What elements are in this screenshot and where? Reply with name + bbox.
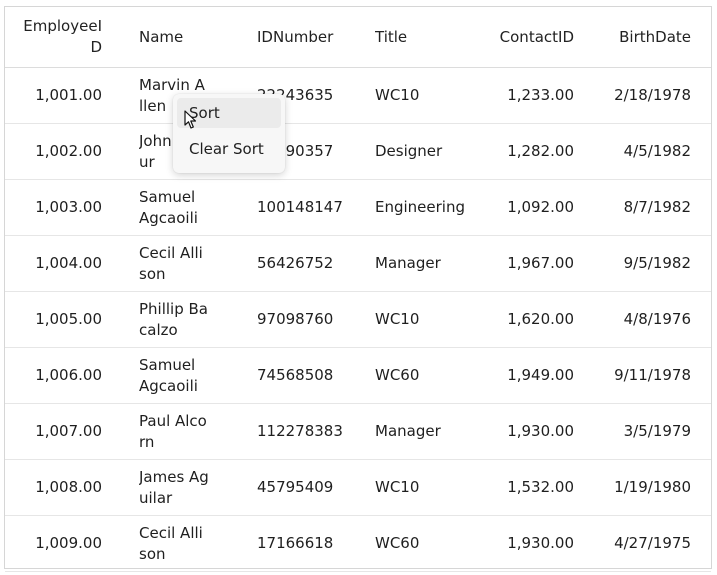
cell-name[interactable]: Marvin Allen [139, 75, 205, 115]
cell-contactid[interactable]: 1,233.00 [507, 86, 574, 104]
cell-name[interactable]: Paul Alcorn [139, 411, 207, 451]
cell-name[interactable]: Cecil Allison [139, 243, 203, 283]
column-header-name[interactable]: Name [139, 27, 184, 46]
table-row[interactable]: 1,005.00 Phillip Bacalzo 97098760 WC10 1,620… [5, 292, 711, 348]
data-grid[interactable]: EmployeeID Name IDNumber Title ContactID… [4, 6, 712, 572]
cell-birthdate[interactable]: 9/5/1982 [623, 254, 691, 272]
cell-title[interactable]: WC10 [375, 478, 420, 496]
cell-idnumber[interactable]: 56426752 [257, 254, 334, 272]
cell-title[interactable]: Designer [375, 142, 443, 160]
cell-employeeid[interactable]: 1,009.00 [35, 534, 102, 552]
cell-name[interactable]: Samuel Agcaoili [139, 187, 198, 227]
cell-employeeid[interactable]: 1,006.00 [35, 366, 102, 384]
column-header-title[interactable]: Title [375, 27, 408, 46]
table-row[interactable]: 1,006.00 Samuel Agcaoili 74568508 WC60 1,949… [5, 348, 711, 404]
cell-idnumber[interactable]: 45795409 [257, 478, 334, 496]
cell-birthdate[interactable]: 4/27/1975 [614, 534, 691, 552]
table-row[interactable]: 1,008.00 James Aguilar 45795409 WC10 1,532.0… [5, 460, 711, 516]
cell-contactid[interactable]: 1,620.00 [507, 310, 574, 328]
cell-idnumber[interactable]: 100148147 [257, 198, 343, 216]
cell-birthdate[interactable]: 9/11/1978 [614, 366, 691, 384]
cell-birthdate[interactable]: 4/8/1976 [623, 310, 691, 328]
cell-employeeid[interactable]: 1,007.00 [35, 422, 102, 440]
table-row[interactable]: 1,003.00 Samuel Agcaoili 100148147 Engineer… [5, 180, 711, 236]
column-header-employeeid[interactable]: EmployeeID [23, 17, 102, 56]
cell-name[interactable]: Phillip Bacalzo [139, 299, 208, 339]
cell-employeeid[interactable]: 1,008.00 [35, 478, 102, 496]
cell-contactid[interactable]: 1,282.00 [507, 142, 574, 160]
cell-contactid[interactable]: 1,967.00 [507, 254, 574, 272]
cell-employeeid[interactable]: 1,003.00 [35, 198, 102, 216]
context-menu-sort[interactable]: Sort [177, 98, 281, 128]
table-row[interactable]: 1,004.00 Cecil Allison 56426752 Manager 1,96… [5, 236, 711, 292]
cell-employeeid[interactable]: 1,001.00 [35, 86, 102, 104]
cell-birthdate[interactable]: 8/7/1982 [623, 198, 691, 216]
cell-idnumber[interactable]: 74568508 [257, 366, 334, 384]
table-row[interactable]: 1,001.00 Marvin Allen 22243635 WC10 1,233.00… [5, 68, 711, 124]
cell-contactid[interactable]: 1,092.00 [507, 198, 574, 216]
cell-title[interactable]: WC10 [375, 86, 420, 104]
cell-idnumber[interactable]: 97098760 [257, 310, 334, 328]
mouse-pointer-icon [184, 110, 197, 129]
context-menu: Sort Clear Sort [173, 94, 285, 173]
table-row[interactable]: 1,009.00 Cecil Allison 17166618 WC60 1,930.0… [5, 516, 711, 572]
context-menu-clear-sort[interactable]: Clear Sort [189, 140, 264, 158]
cell-birthdate[interactable]: 2/18/1978 [614, 86, 691, 104]
cell-title[interactable]: WC10 [375, 310, 420, 328]
cell-birthdate[interactable]: 3/5/1979 [623, 422, 691, 440]
cell-contactid[interactable]: 1,930.00 [507, 422, 574, 440]
cell-idnumber[interactable]: 112278383 [257, 422, 343, 440]
cell-employeeid[interactable]: 1,002.00 [35, 142, 102, 160]
cell-birthdate[interactable]: 4/5/1982 [623, 142, 691, 160]
column-header-idnumber[interactable]: IDNumber [257, 27, 334, 46]
cell-contactid[interactable]: 1,532.00 [507, 478, 574, 496]
grid-header-row: EmployeeID Name IDNumber Title ContactID… [5, 7, 711, 68]
column-header-contactid[interactable]: ContactID [499, 27, 574, 46]
column-header-birthdate[interactable]: BirthDate [619, 27, 691, 46]
cell-employeeid[interactable]: 1,004.00 [35, 254, 102, 272]
cell-title[interactable]: WC60 [375, 534, 420, 552]
cell-title[interactable]: Engineering [375, 198, 465, 216]
cell-name[interactable]: James Aguilar [139, 467, 209, 507]
cell-title[interactable]: Manager [375, 254, 441, 272]
cell-birthdate[interactable]: 1/19/1980 [614, 478, 691, 496]
cell-title[interactable]: WC60 [375, 366, 420, 384]
cell-employeeid[interactable]: 1,005.00 [35, 310, 102, 328]
cell-idnumber[interactable]: 17166618 [257, 534, 334, 552]
cell-name[interactable]: Cecil Allison [139, 523, 203, 563]
table-row[interactable]: 1,007.00 Paul Alcorn 112278383 Manager 1,930… [5, 404, 711, 460]
cell-title[interactable]: Manager [375, 422, 441, 440]
cell-contactid[interactable]: 1,930.00 [507, 534, 574, 552]
cell-contactid[interactable]: 1,949.00 [507, 366, 574, 384]
cell-name[interactable]: Samuel Agcaoili [139, 355, 198, 395]
